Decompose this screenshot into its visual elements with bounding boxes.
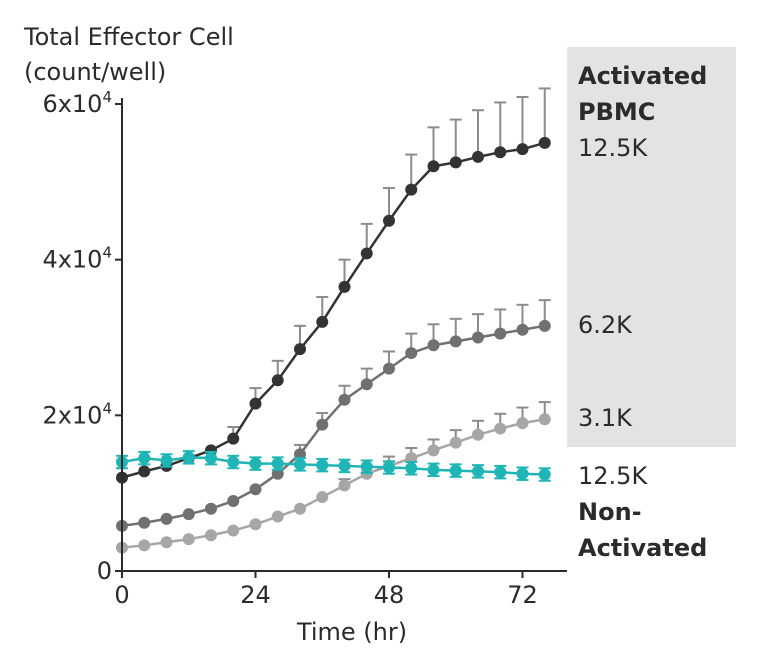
group-label-activated-line2: PBMC: [578, 98, 655, 126]
group-label-activated-line1: Activated: [578, 62, 707, 90]
data-point: [427, 463, 440, 476]
series-label-activated-12-5k: 12.5K: [578, 134, 648, 162]
series-label-activated-3-1k: 3.1K: [578, 404, 633, 432]
data-point: [427, 160, 440, 173]
data-point: [516, 417, 529, 430]
data-point: [294, 458, 306, 471]
axes: 0 24 48 72 0 2x104 4x104 6x104: [42, 88, 567, 609]
data-point: [449, 335, 462, 348]
data-point: [538, 319, 551, 332]
data-point: [338, 459, 351, 472]
data-point: [294, 502, 306, 515]
data-point: [405, 183, 418, 196]
data-point: [405, 462, 418, 475]
y-tick-label: 6x104: [42, 88, 112, 118]
data-point: [138, 452, 151, 465]
x-tick-label: 72: [507, 581, 538, 609]
data-point: [249, 518, 262, 531]
data-point: [472, 150, 484, 163]
data-point: [383, 214, 395, 227]
data-point: [516, 467, 529, 480]
data-point: [472, 428, 484, 441]
data-point: [472, 465, 484, 478]
data-point: [538, 136, 551, 149]
data-point: [205, 452, 217, 465]
series-line: [121, 141, 546, 479]
data-point: [182, 451, 195, 464]
data-point: [182, 508, 195, 521]
series-nonactivated-12-5k: [116, 450, 551, 482]
data-point: [538, 468, 551, 481]
data-point: [360, 460, 373, 473]
y-tick-label: 2x104: [42, 399, 112, 429]
data-point: [338, 393, 351, 406]
plot-area: [116, 87, 551, 554]
y-tick-label: 0: [97, 557, 112, 585]
x-tick-label: 48: [374, 581, 405, 609]
data-point: [160, 454, 173, 467]
series-activated-12-5k: [116, 87, 551, 484]
data-point: [227, 432, 240, 445]
data-point: [427, 444, 440, 457]
data-point: [138, 539, 151, 552]
series-activated-3-1k: [116, 401, 551, 554]
data-point: [160, 536, 173, 549]
data-point: [338, 280, 351, 293]
data-point: [249, 483, 262, 496]
data-point: [472, 331, 484, 344]
series-line: [121, 324, 545, 528]
series-activated-6-2k: [116, 299, 551, 532]
data-point: [516, 143, 529, 156]
y-axis-label-line1: Total Effector Cell: [23, 23, 234, 51]
data-point: [205, 502, 217, 515]
data-point: [316, 418, 329, 431]
data-point: [227, 456, 240, 469]
data-point: [227, 494, 240, 507]
data-point: [516, 323, 529, 336]
data-point: [494, 422, 507, 435]
data-point: [405, 347, 418, 360]
data-point: [316, 315, 329, 328]
data-point: [138, 465, 151, 478]
data-point: [360, 247, 373, 260]
data-point: [494, 327, 507, 340]
data-point: [383, 461, 395, 474]
data-point: [294, 343, 306, 356]
data-point: [538, 413, 551, 426]
x-tick-label: 0: [114, 581, 129, 609]
data-point: [160, 512, 173, 525]
y-tick-label: 4x104: [42, 244, 112, 274]
data-point: [271, 457, 284, 470]
data-point: [494, 466, 507, 479]
y-axis-label-line2: (count/well): [24, 58, 166, 86]
data-point: [138, 516, 151, 529]
data-point: [383, 362, 395, 375]
group-label-nonactivated-line2: Activated: [578, 534, 707, 562]
data-point: [182, 533, 195, 546]
data-point: [249, 457, 262, 470]
data-point: [249, 397, 262, 410]
series-label-activated-6-2k: 6.2K: [578, 311, 633, 339]
x-tick-label: 24: [240, 581, 271, 609]
data-point: [227, 524, 240, 537]
data-point: [427, 339, 440, 352]
data-point: [449, 464, 462, 477]
data-point: [271, 510, 284, 523]
activated-highlight-box: [567, 47, 736, 447]
series-label-nonactivated-12-5k: 12.5K: [578, 462, 648, 490]
data-point: [316, 459, 329, 472]
data-point: [449, 436, 462, 449]
data-point: [316, 491, 329, 504]
data-point: [449, 156, 462, 169]
data-point: [494, 146, 507, 159]
x-axis-label: Time (hr): [296, 618, 407, 646]
group-label-nonactivated-line1: Non-: [578, 498, 642, 526]
data-point: [338, 479, 351, 492]
data-point: [360, 378, 373, 391]
data-point: [271, 374, 284, 387]
data-point: [205, 529, 217, 542]
